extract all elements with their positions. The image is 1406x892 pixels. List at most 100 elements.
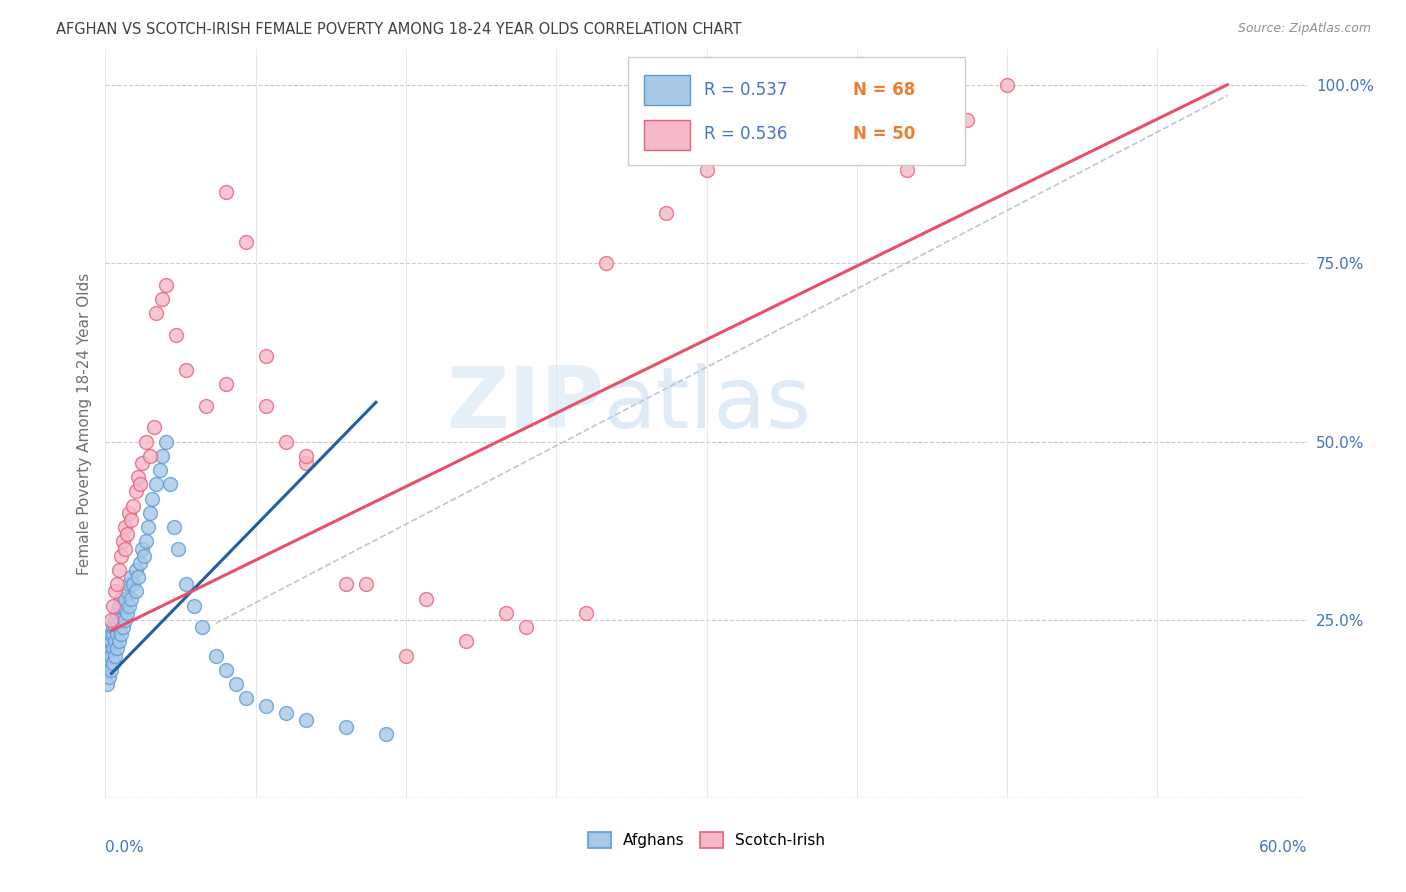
Point (127, 470, 149, 484)
Point (295, 449, 318, 463)
Point (114, 541, 136, 556)
Point (415, 591, 437, 606)
Point (110, 627, 132, 641)
Point (274, 434, 297, 449)
Point (183, 599, 205, 613)
Point (114, 591, 136, 606)
Text: Source: ZipAtlas.com: Source: ZipAtlas.com (1237, 22, 1371, 36)
Point (98, 634, 121, 648)
Point (214, 185, 236, 199)
Point (145, 306, 167, 320)
Point (374, 727, 398, 741)
Point (148, 463, 170, 477)
Point (454, 634, 477, 648)
Point (124, 584, 146, 599)
Point (655, 206, 678, 220)
Point (162, 520, 184, 534)
Point (335, 577, 357, 591)
Point (104, 648, 127, 663)
Point (100, 648, 122, 663)
Point (254, 399, 277, 413)
Point (107, 641, 129, 656)
Point (142, 420, 165, 434)
Point (104, 584, 127, 599)
Point (118, 577, 141, 591)
Point (114, 613, 136, 627)
Point (108, 634, 131, 648)
Point (108, 620, 131, 634)
Point (107, 606, 129, 620)
Point (136, 520, 159, 534)
Point (274, 706, 297, 720)
FancyBboxPatch shape (628, 56, 965, 165)
Point (150, 292, 173, 306)
Point (110, 591, 132, 606)
Point (896, 163, 918, 178)
Point (131, 541, 153, 556)
Point (138, 506, 160, 520)
Point (124, 563, 146, 577)
Point (104, 613, 127, 627)
Point (100, 634, 122, 648)
Point (956, 113, 979, 128)
Point (159, 477, 181, 491)
Point (141, 491, 163, 506)
Point (122, 577, 145, 591)
Point (112, 534, 135, 549)
Point (135, 534, 157, 549)
Point (108, 563, 131, 577)
Point (128, 556, 150, 570)
Point (114, 520, 136, 534)
Point (117, 527, 139, 541)
Point (235, 235, 257, 249)
Text: AFGHAN VS SCOTCH-IRISH FEMALE POVERTY AMONG 18-24 YEAR OLDS CORRELATION CHART: AFGHAN VS SCOTCH-IRISH FEMALE POVERTY AM… (56, 22, 742, 37)
Point (214, 663, 236, 677)
Text: N = 50: N = 50 (853, 126, 915, 144)
Point (150, 449, 173, 463)
Point (295, 456, 318, 470)
Point (104, 634, 127, 648)
Point (96, 648, 118, 663)
Point (515, 620, 537, 634)
Point (190, 620, 212, 634)
Legend: Afghans, Scotch-Irish: Afghans, Scotch-Irish (582, 826, 831, 855)
Point (118, 599, 141, 613)
Point (117, 584, 139, 599)
Point (495, 606, 517, 620)
Text: 60.0%: 60.0% (1260, 839, 1308, 855)
Point (103, 620, 125, 634)
Point (295, 713, 318, 727)
Point (98, 656, 121, 670)
Point (575, 606, 598, 620)
Text: R = 0.536: R = 0.536 (704, 126, 787, 144)
Point (100, 663, 122, 677)
Point (112, 620, 135, 634)
Point (96, 663, 118, 677)
Point (124, 484, 146, 499)
Point (98, 641, 121, 656)
Point (595, 256, 617, 270)
Point (995, 78, 1018, 92)
Point (855, 113, 877, 128)
Y-axis label: Female Poverty Among 18-24 Year Olds: Female Poverty Among 18-24 Year Olds (76, 273, 91, 574)
Point (214, 377, 236, 392)
Point (132, 549, 155, 563)
Point (103, 599, 125, 613)
Point (174, 363, 197, 377)
Point (121, 570, 143, 584)
Point (225, 677, 247, 691)
Point (796, 135, 818, 149)
Point (110, 549, 132, 563)
Point (145, 477, 167, 491)
Text: 0.0%: 0.0% (105, 839, 145, 855)
Point (138, 449, 160, 463)
Point (194, 399, 217, 413)
Point (166, 541, 188, 556)
Point (104, 620, 127, 634)
Point (96, 677, 118, 691)
Point (103, 627, 125, 641)
Point (107, 627, 129, 641)
Point (112, 599, 135, 613)
Point (155, 277, 177, 292)
Point (100, 613, 122, 627)
